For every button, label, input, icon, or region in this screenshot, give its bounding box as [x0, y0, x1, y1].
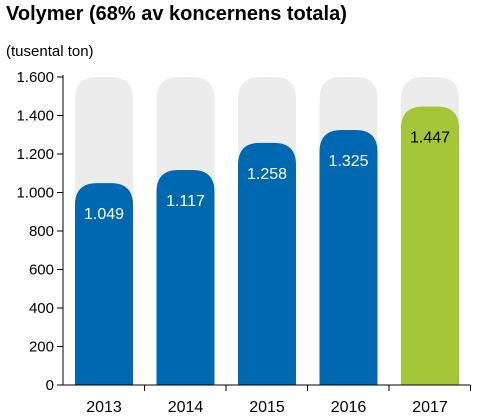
y-tick-label: 400 — [29, 300, 54, 317]
bar-2016 — [319, 129, 378, 385]
y-tick-label: 1.000 — [16, 185, 54, 202]
y-tick-label: 200 — [29, 339, 54, 356]
x-tick-label-2016: 2016 — [331, 399, 367, 416]
y-tick-label: 1.600 — [16, 69, 54, 86]
x-tick-label-2015: 2015 — [249, 399, 285, 416]
unit-label: (tusental ton) — [6, 43, 94, 60]
data-label-2016: 1.325 — [328, 153, 368, 170]
data-label-2015: 1.258 — [247, 166, 287, 183]
chart-title: Volymer (68% av koncernens totala) — [6, 3, 347, 25]
data-label-2017: 1.447 — [410, 129, 450, 146]
data-label-2013: 1.049 — [84, 206, 124, 223]
y-tick-label: 800 — [29, 223, 54, 240]
y-tick-label: 1.400 — [16, 108, 54, 125]
x-tick-label-2017: 2017 — [412, 399, 448, 416]
x-tick-label-2013: 2013 — [86, 399, 122, 416]
y-tick-label: 0 — [46, 377, 54, 394]
y-tick-label: 600 — [29, 262, 54, 279]
bar-2013 — [75, 183, 133, 385]
bar-2017 — [401, 106, 459, 385]
bar-2014 — [156, 169, 215, 385]
x-tick-label-2014: 2014 — [168, 399, 204, 416]
y-tick-label: 1.200 — [16, 146, 54, 163]
bar-2015 — [238, 142, 296, 385]
data-label-2014: 1.117 — [166, 193, 205, 210]
